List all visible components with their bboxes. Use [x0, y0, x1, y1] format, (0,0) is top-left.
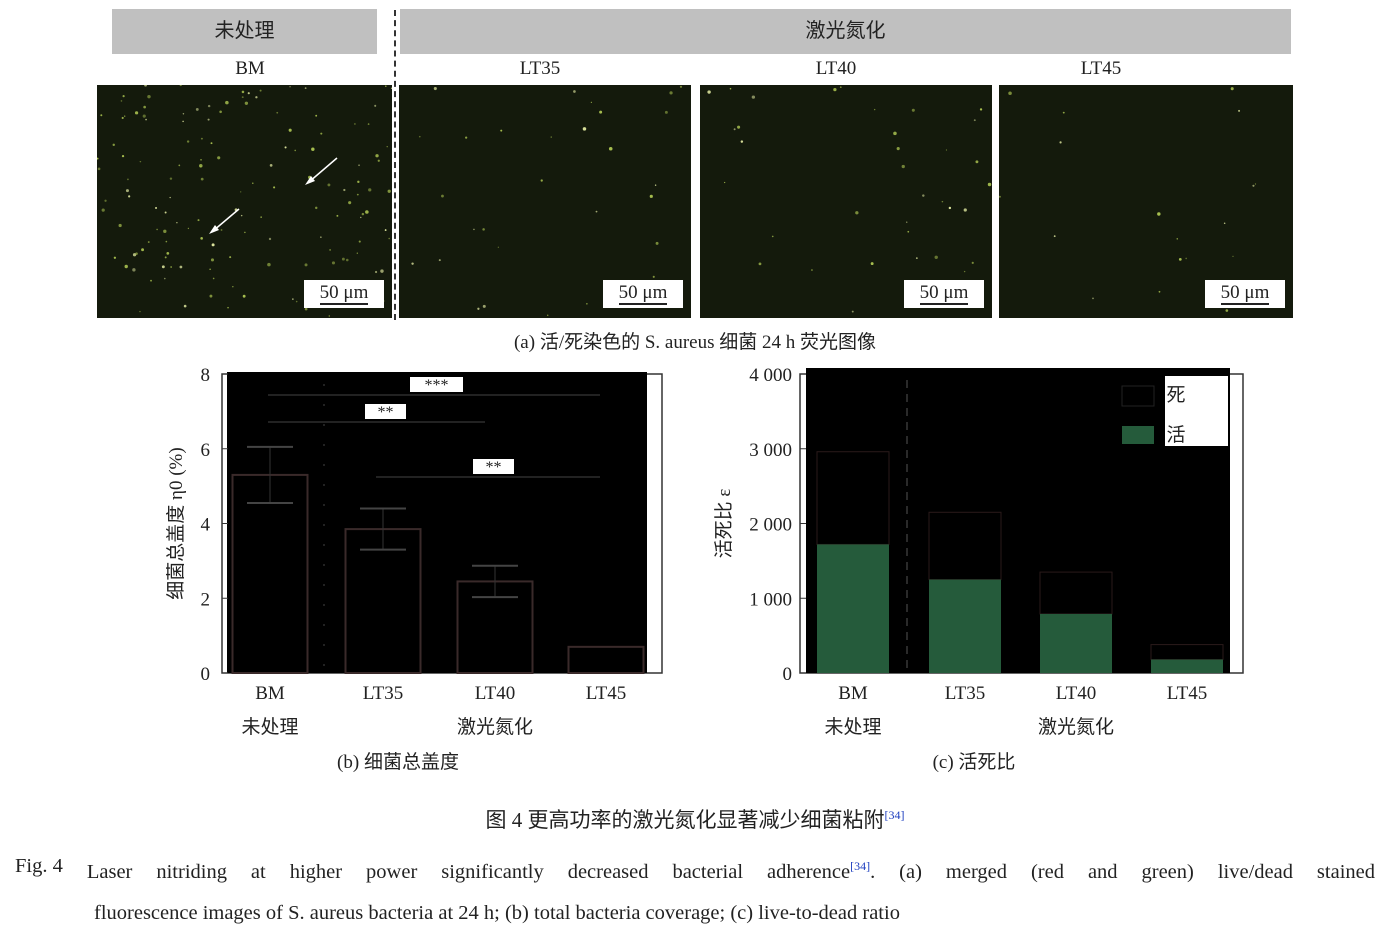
- y-tick-label: 0: [201, 664, 211, 685]
- arrow-icons: [209, 157, 338, 234]
- bar-BM: [231, 473, 309, 674]
- x-tick-label: BM: [255, 683, 285, 704]
- y-tick-label: 6: [201, 440, 211, 461]
- micrograph-bm: 50 μm: [97, 85, 392, 318]
- figure-caption-cn: 图 4 更高功率的激光氮化显著减少细菌粘附[34]: [485, 808, 905, 832]
- image-label-bm: BM: [235, 58, 265, 79]
- header-untreated: 未处理: [112, 9, 377, 54]
- significance-label: ***: [425, 377, 449, 394]
- x-tick-label: LT45: [586, 683, 626, 704]
- y-tick-label: 4 000: [749, 365, 792, 386]
- y-axis-label: 活死比 ε: [713, 489, 735, 559]
- bar-LT45: [567, 645, 645, 674]
- y-tick-label: 2 000: [749, 515, 792, 536]
- significance-box: [410, 377, 463, 392]
- bar-live-LT45: [1151, 659, 1223, 673]
- significance-box: [473, 459, 514, 474]
- legend-box: [1165, 376, 1228, 446]
- y-tick-label: 8: [201, 365, 211, 386]
- x-tick-label: LT35: [363, 683, 403, 704]
- bar-live-BM: [817, 544, 889, 673]
- legend-swatch-live: [1122, 426, 1154, 444]
- legend-swatch-dead: [1121, 385, 1155, 407]
- y-tick-label: 4: [201, 515, 211, 536]
- figure-caption-en: Fig. 4 Laser nitriding at higher power s…: [15, 846, 1375, 932]
- legend-label-live: 活: [1166, 424, 1185, 446]
- group-label: 激光氮化: [457, 716, 533, 738]
- y-tick-label: 0: [783, 664, 793, 685]
- header-laser-nitriding: 激光氮化: [400, 9, 1291, 54]
- image-label-lt45: LT45: [1080, 58, 1122, 79]
- x-tick-label: LT35: [945, 683, 985, 704]
- image-label-lt35: LT35: [519, 58, 561, 79]
- image-label-lt40: LT40: [815, 58, 857, 79]
- scale-bar: 50 μm: [1205, 280, 1285, 308]
- bar-dead-LT35: [928, 511, 1002, 581]
- caption-a: (a) 活/死染色的 S. aureus 细菌 24 h 荧光图像: [513, 332, 877, 353]
- significance-box: [365, 404, 406, 419]
- bar-live-LT40: [1040, 613, 1112, 673]
- fig-label: Fig. 4: [15, 855, 63, 877]
- group-label: 未处理: [241, 716, 298, 738]
- bar-dead-BM: [816, 451, 890, 545]
- scale-bar: 50 μm: [603, 280, 683, 308]
- caption-b: (b) 细菌总盖度: [337, 751, 459, 773]
- y-tick-label: 2: [201, 589, 211, 610]
- x-tick-label: LT40: [475, 683, 515, 704]
- micrograph-lt35: 50 μm: [399, 85, 691, 318]
- group-divider: [394, 10, 396, 320]
- bacteria-dots: [999, 87, 1257, 312]
- significance-label: **: [378, 404, 394, 421]
- micrograph-lt45: 50 μm: [999, 85, 1293, 318]
- legend-label-dead: 死: [1166, 385, 1185, 406]
- chart-live-dead-ratio: 0 1 000 2 000 3 000 4 000 活死比 ε BM LT35 LT40 LT45…: [713, 365, 1244, 773]
- group-label: 未处理: [824, 716, 881, 738]
- bar-dead-LT45: [1150, 644, 1224, 661]
- x-tick-label: BM: [838, 683, 868, 704]
- significance-label: **: [486, 459, 502, 476]
- bar-live-LT35: [929, 579, 1001, 673]
- bacteria-dots: [97, 85, 392, 317]
- scale-bar: 50 μm: [904, 280, 984, 308]
- caption-c: (c) 活死比: [933, 751, 1016, 773]
- y-tick-label: 3 000: [749, 440, 792, 461]
- scale-bar: 50 μm: [304, 280, 384, 308]
- bacteria-dots: [707, 86, 992, 313]
- y-tick-label: 1 000: [749, 589, 792, 610]
- chart-coverage: 0 2 4 6 8 细菌总盖度 η0 (%) BM LT35 LT40 LT45 未处理 激光氮化 **…: [165, 365, 663, 773]
- bar-dead-LT40: [1039, 571, 1113, 615]
- x-tick-label: LT45: [1167, 683, 1207, 704]
- micrograph-lt40: 50 μm: [700, 85, 992, 318]
- x-tick-label: LT40: [1056, 683, 1096, 704]
- group-label: 激光氮化: [1038, 716, 1114, 738]
- y-axis-label: 细菌总盖度 η0 (%): [165, 447, 187, 599]
- bar-LT35: [344, 528, 422, 674]
